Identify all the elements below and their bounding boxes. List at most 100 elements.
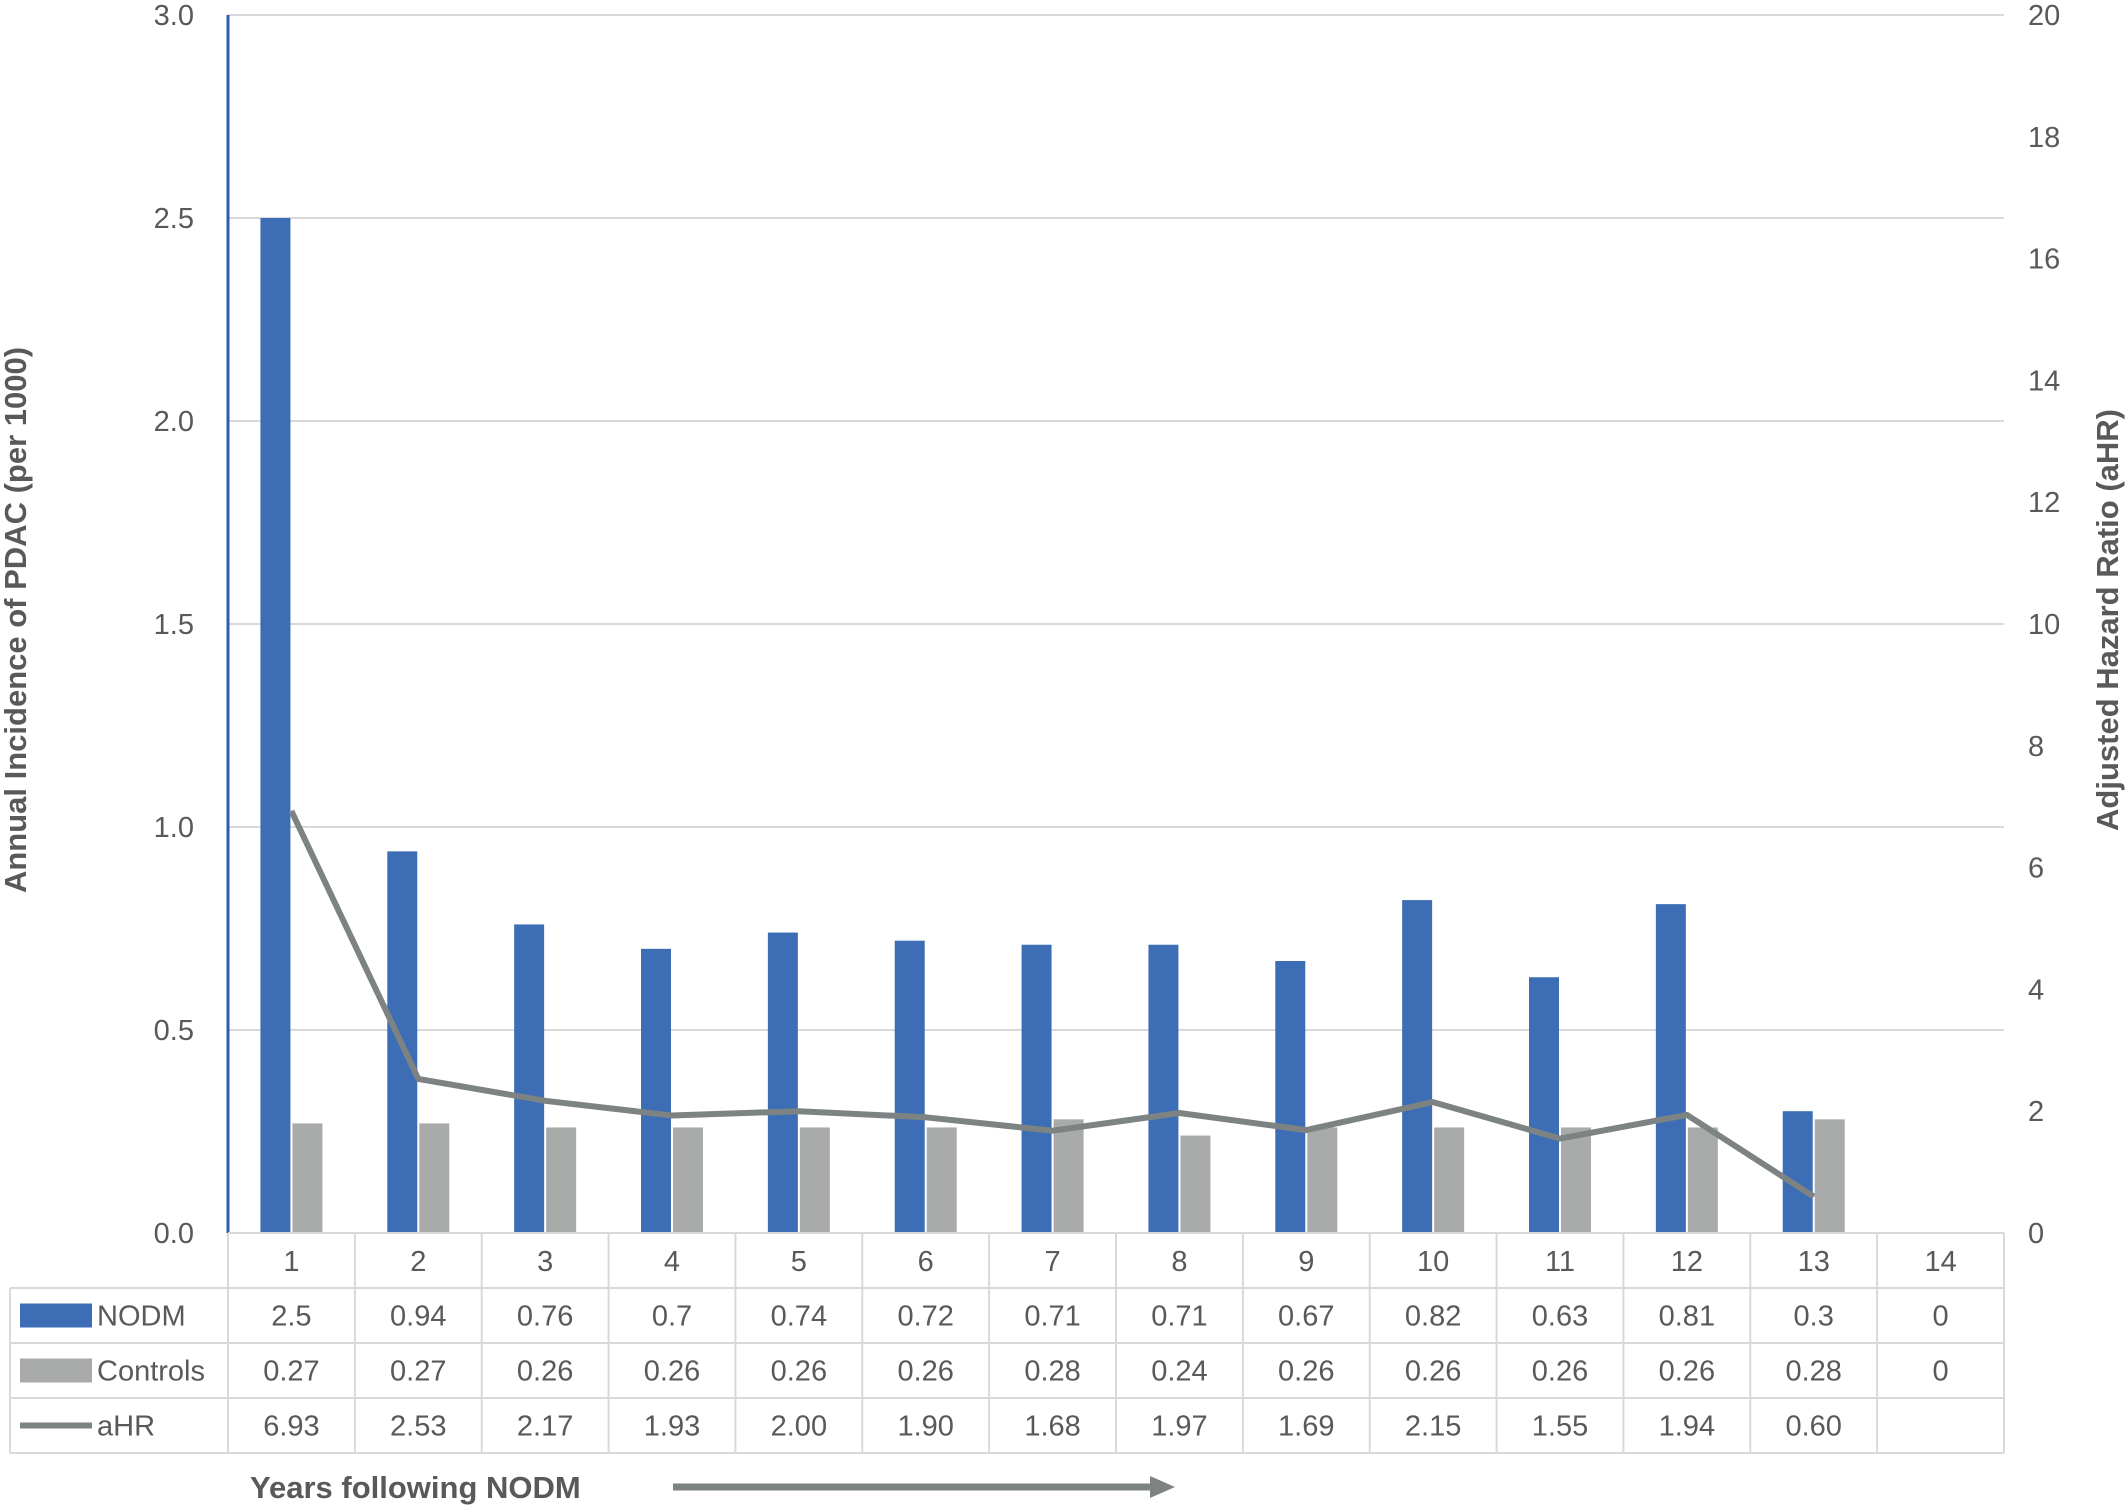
y2-tick-label: 0 — [2028, 1218, 2044, 1250]
bar-controls — [926, 1127, 957, 1233]
data-label-ahr: 6.93 — [263, 1411, 319, 1443]
x-axis-arrow — [673, 1476, 1175, 1498]
data-label-nodm: 0.76 — [517, 1301, 573, 1333]
data-label-nodm: 0.7 — [652, 1301, 692, 1333]
ahr-point — [1052, 1130, 1054, 1132]
x-axis-title: Years following NODM — [250, 1470, 581, 1505]
y2-tick-label: 8 — [2028, 731, 2044, 763]
legend-label-nodm: NODM — [97, 1301, 186, 1333]
bar-controls — [1180, 1135, 1211, 1233]
bar-controls — [799, 1127, 830, 1233]
bar-nodm — [1529, 977, 1559, 1233]
data-label-controls: 0.26 — [1278, 1356, 1334, 1388]
bar-controls — [1814, 1119, 1845, 1233]
data-label-controls: 0.24 — [1151, 1356, 1207, 1388]
y2-tick-label: 14 — [2028, 365, 2060, 397]
x-tick-label: 7 — [1045, 1246, 1061, 1278]
ahr-point — [1432, 1101, 1434, 1103]
data-label-controls: 0.28 — [1024, 1356, 1080, 1388]
y-tick-label: 2.5 — [154, 203, 194, 235]
data-label-ahr: 1.97 — [1151, 1411, 1207, 1443]
y2-tick-label: 18 — [2028, 122, 2060, 154]
y-tick-label: 0.0 — [154, 1218, 194, 1250]
data-label-nodm: 0.71 — [1151, 1301, 1207, 1333]
x-tick-label: 13 — [1798, 1246, 1830, 1278]
data-label-nodm: 0.81 — [1659, 1301, 1715, 1333]
legend-swatch-controls — [20, 1358, 92, 1383]
bar-nodm — [1021, 944, 1052, 1233]
ahr-point — [1559, 1138, 1561, 1140]
legend-label-ahr: aHR — [97, 1411, 155, 1443]
data-label-nodm: 0.72 — [897, 1301, 953, 1333]
x-tick-label: 1 — [283, 1246, 299, 1278]
bar-nodm — [1148, 944, 1179, 1233]
bar-controls — [1687, 1127, 1718, 1233]
data-label-controls: 0.26 — [1405, 1356, 1461, 1388]
y2-tick-label: 20 — [2028, 0, 2060, 32]
y2-tick-label: 6 — [2028, 853, 2044, 885]
legend-swatch-nodm — [20, 1303, 92, 1328]
bar-nodm — [260, 218, 291, 1233]
bar-controls — [1561, 1127, 1591, 1233]
data-label-controls: 0.26 — [1659, 1356, 1715, 1388]
data-label-ahr: 1.93 — [644, 1411, 700, 1443]
x-tick-label: 8 — [1171, 1246, 1187, 1278]
bar-nodm — [1402, 900, 1433, 1233]
bar-nodm — [1275, 960, 1306, 1233]
ahr-point — [290, 810, 292, 812]
data-label-ahr: 0.60 — [1785, 1411, 1841, 1443]
bars — [260, 218, 1845, 1233]
x-tick-label: 12 — [1671, 1246, 1703, 1278]
data-label-ahr: 2.15 — [1405, 1411, 1461, 1443]
ahr-point — [1686, 1114, 1688, 1116]
data-label-ahr: 1.94 — [1659, 1411, 1715, 1443]
legend-label-controls: Controls — [97, 1356, 205, 1388]
x-tick-label: 5 — [791, 1246, 807, 1278]
x-tick-label: 9 — [1298, 1246, 1314, 1278]
y2-tick-label: 12 — [2028, 487, 2060, 519]
bar-nodm — [1655, 904, 1686, 1233]
data-label-controls: 0.27 — [390, 1356, 446, 1388]
x-tick-label: 14 — [1924, 1246, 1956, 1278]
bar-nodm — [1782, 1111, 1813, 1233]
y-tick-label: 1.5 — [154, 609, 194, 641]
data-label-controls: 0.26 — [771, 1356, 827, 1388]
data-label-controls: 0.26 — [897, 1356, 953, 1388]
x-tick-label: 3 — [537, 1246, 553, 1278]
ahr-point — [417, 1078, 419, 1080]
ahr-line — [288, 809, 1816, 1200]
y-tick-label: 0.5 — [154, 1015, 194, 1047]
ahr-point — [1305, 1129, 1307, 1131]
data-label-nodm: 0.82 — [1405, 1301, 1461, 1333]
data-label-ahr: 2.53 — [390, 1411, 446, 1443]
bar-nodm — [767, 932, 798, 1233]
bar-controls — [546, 1127, 577, 1233]
y-axis-title: Annual Incidence of PDAC (per 1000) — [0, 347, 33, 893]
bar-controls — [1053, 1119, 1084, 1233]
axes: 0.0 0.5 1.0 1.5 2.0 2.5 3.0 0 2 4 6 8 10 12 14 16 18 20 — [154, 0, 2061, 1250]
ahr-point — [544, 1100, 546, 1102]
data-label-controls: 0.26 — [517, 1356, 573, 1388]
y-tick-label: 3.0 — [154, 0, 194, 32]
y2-tick-label: 16 — [2028, 244, 2060, 276]
data-label-ahr: 1.90 — [897, 1411, 953, 1443]
data-label-nodm: 0 — [1933, 1301, 1949, 1333]
y2-axis-title: Adjusted Hazard Ratio (aHR) — [2090, 409, 2125, 831]
y-tick-label: 1.0 — [154, 812, 194, 844]
y2-tick-label: 4 — [2028, 974, 2044, 1006]
y2-tick-label: 10 — [2028, 609, 2060, 641]
data-label-nodm: 0.3 — [1794, 1301, 1834, 1333]
bar-nodm — [514, 924, 545, 1233]
bar-controls — [419, 1123, 450, 1233]
data-label-controls: 0 — [1933, 1356, 1949, 1388]
data-label-controls: 0.27 — [263, 1356, 319, 1388]
data-label-nodm: 0.94 — [390, 1301, 446, 1333]
bar-controls — [1307, 1127, 1338, 1233]
ahr-point — [671, 1114, 673, 1116]
ahr-point — [925, 1116, 927, 1118]
data-label-nodm: 0.71 — [1024, 1301, 1080, 1333]
data-label-nodm: 2.5 — [271, 1301, 311, 1333]
ahr-point — [798, 1110, 800, 1112]
data-label-ahr: 1.68 — [1024, 1411, 1080, 1443]
